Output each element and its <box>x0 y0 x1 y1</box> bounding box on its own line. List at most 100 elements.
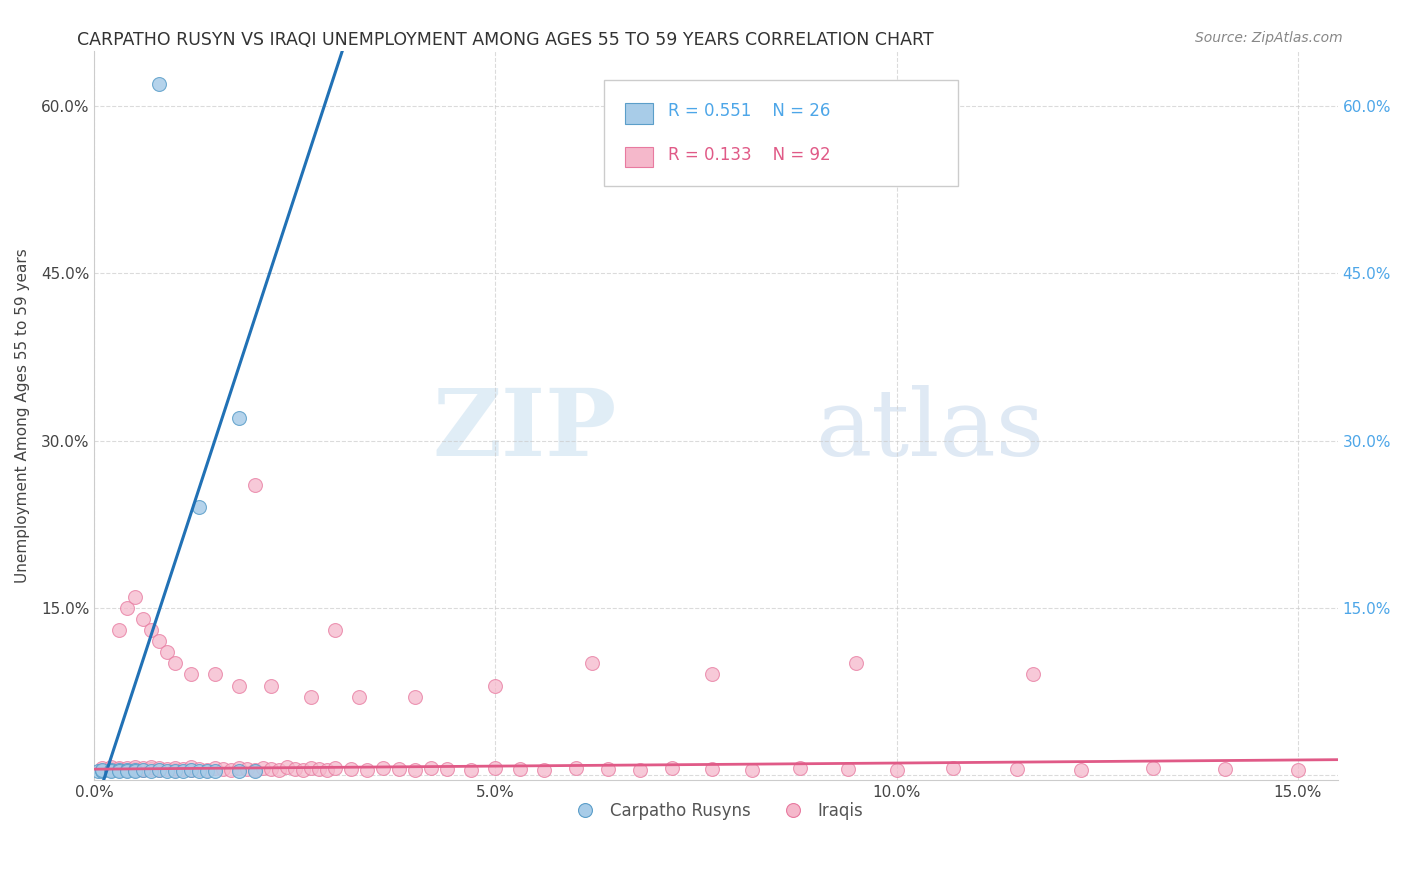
Point <box>107 623 129 637</box>
Point <box>148 764 170 778</box>
Point <box>1022 667 1045 681</box>
Text: Source: ZipAtlas.com: Source: ZipAtlas.com <box>1195 31 1343 45</box>
Point <box>115 764 138 778</box>
Point <box>243 478 266 492</box>
Point <box>131 761 153 775</box>
Point <box>388 762 411 776</box>
Point <box>299 761 322 775</box>
Point <box>124 762 146 776</box>
Point <box>845 657 868 671</box>
Point <box>124 764 146 778</box>
Point <box>484 679 506 693</box>
Point <box>886 764 908 778</box>
Point <box>204 764 226 779</box>
Point <box>1070 764 1092 778</box>
Point <box>172 762 194 776</box>
Point <box>156 764 179 779</box>
Point <box>404 764 426 778</box>
Point <box>356 764 378 778</box>
Point <box>139 623 162 637</box>
Point <box>124 590 146 604</box>
Point <box>741 764 763 778</box>
Point <box>340 762 363 776</box>
Point <box>837 762 859 776</box>
Point <box>628 764 651 778</box>
Point <box>316 764 339 778</box>
Point <box>87 764 110 779</box>
FancyBboxPatch shape <box>626 146 652 168</box>
Point <box>107 761 129 775</box>
Point <box>267 764 290 778</box>
Point <box>139 762 162 776</box>
Point <box>148 77 170 91</box>
Point <box>115 764 138 778</box>
Text: R = 0.551    N = 26: R = 0.551 N = 26 <box>668 103 830 120</box>
Point <box>180 760 202 774</box>
Point <box>308 762 330 776</box>
Point <box>596 762 619 776</box>
Point <box>91 761 114 775</box>
Point <box>115 764 138 779</box>
Legend: Carpatho Rusyns, Iraqis: Carpatho Rusyns, Iraqis <box>562 796 870 827</box>
Point <box>100 760 122 774</box>
Point <box>100 764 122 778</box>
Point <box>564 761 586 775</box>
Point <box>373 761 395 775</box>
Point <box>228 411 250 425</box>
Point <box>211 762 233 776</box>
Point <box>323 761 346 775</box>
Point <box>228 764 250 779</box>
Y-axis label: Unemployment Among Ages 55 to 59 years: Unemployment Among Ages 55 to 59 years <box>15 248 30 582</box>
Point <box>942 761 965 775</box>
Point <box>1005 762 1028 776</box>
Point <box>180 667 202 681</box>
Point <box>163 657 186 671</box>
Point <box>1286 764 1309 778</box>
Point <box>700 762 723 776</box>
Point <box>163 764 186 778</box>
FancyBboxPatch shape <box>605 80 959 186</box>
Point <box>148 761 170 775</box>
Point <box>187 764 209 779</box>
Point <box>131 764 153 778</box>
Point <box>236 762 259 776</box>
Point <box>509 762 531 776</box>
Point <box>163 764 186 779</box>
Point <box>91 764 114 779</box>
Point <box>91 764 114 778</box>
Point <box>533 764 555 778</box>
Point <box>1142 761 1164 775</box>
Point <box>100 762 122 776</box>
Point <box>100 764 122 779</box>
Point <box>1215 762 1237 776</box>
Point <box>292 764 315 778</box>
Point <box>661 761 683 775</box>
Text: ZIP: ZIP <box>433 385 617 475</box>
Point <box>107 762 129 776</box>
Text: CARPATHO RUSYN VS IRAQI UNEMPLOYMENT AMONG AGES 55 TO 59 YEARS CORRELATION CHART: CARPATHO RUSYN VS IRAQI UNEMPLOYMENT AMO… <box>77 31 934 49</box>
Point <box>124 764 146 778</box>
Point <box>172 764 194 779</box>
Point <box>180 764 202 778</box>
Point <box>700 667 723 681</box>
Point <box>243 764 266 778</box>
Point <box>219 764 242 778</box>
Point <box>107 764 129 778</box>
Point <box>115 761 138 775</box>
Point <box>260 679 283 693</box>
Text: atlas: atlas <box>815 385 1045 475</box>
Point <box>163 761 186 775</box>
Point <box>436 762 458 776</box>
Point <box>156 762 179 776</box>
Point <box>252 761 274 775</box>
Point <box>139 760 162 774</box>
Point <box>91 764 114 778</box>
Point <box>460 764 482 778</box>
Point <box>228 679 250 693</box>
Point <box>195 764 218 778</box>
Point <box>156 645 179 659</box>
Point <box>180 764 202 778</box>
Point <box>204 667 226 681</box>
Point <box>228 761 250 775</box>
Point <box>323 623 346 637</box>
